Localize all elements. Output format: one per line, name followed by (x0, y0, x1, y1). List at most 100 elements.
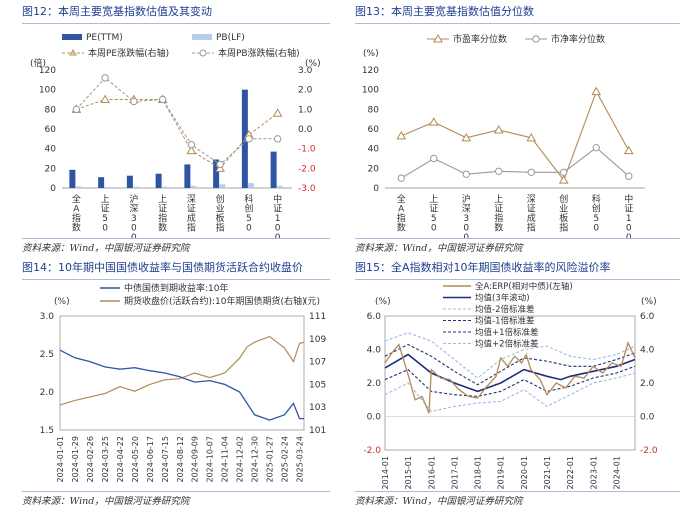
x-tick-label: 2024-09-09 (191, 436, 200, 483)
x-tick-label: 2024-05-20 (131, 436, 140, 483)
x-tick-label: 中证1000 (624, 193, 633, 238)
x-tick-label: 上证指数 (494, 194, 503, 233)
band-line (384, 343, 636, 386)
y-tick-label: 2.0 (40, 388, 55, 398)
y-tick-label: 4.0 (367, 346, 382, 356)
y-tick-label: 20 (45, 164, 57, 174)
panel-fig14: 图14：10年期中国国债收益率与国债期货活跃合约收盘价 (%) (元) 1.5 2.0… (22, 258, 330, 515)
y-axis-unit: (倍) (30, 57, 46, 69)
y2-tick-label: 2.0 (640, 379, 655, 389)
x-tick-label: 沪深 3 0 0 (129, 193, 138, 238)
panel-fig12: 图12：本周主要宽基指数估值及其变动 (倍) (%) 0 20 40 60 80 100 120… (22, 2, 330, 258)
y2-tick-label: -3.0 (298, 184, 316, 194)
pe-change-point (272, 108, 283, 117)
legend-label: 均值-2倍标准差 (475, 304, 534, 315)
x-tick-label: 2024-01-29 (71, 436, 80, 483)
y2-tick-label: 2.0 (298, 86, 313, 96)
y-tick-label: 0 (50, 184, 56, 194)
pe-percentile-point (623, 145, 634, 155)
pe-bar (270, 151, 277, 188)
x-tick-label: 2023-01 (589, 456, 598, 489)
x-tick-label: 科创 5 0 (244, 193, 253, 233)
y2-tick-label: 107 (309, 358, 326, 368)
pb-change-point (72, 105, 81, 114)
x-tick-label: 沪深 3 0 0 (462, 193, 471, 238)
pe-percentile-point (461, 132, 472, 142)
pb-change-point (158, 95, 167, 104)
y-tick-label: 0 (373, 184, 379, 194)
pe-bar (184, 164, 191, 188)
x-tick-label: 2024-03-25 (101, 436, 110, 483)
y-axis-unit: (%) (375, 297, 391, 307)
x-tick-label: 2024-12-30 (251, 436, 260, 483)
pe-change-line (76, 99, 278, 169)
x-tick-label: 深证成指 (187, 194, 196, 233)
pe-percentile-line (401, 90, 630, 182)
x-tick-label: 上证指数 (158, 194, 167, 233)
pe-bar (126, 175, 133, 188)
y2-tick-label: 0.0 (298, 125, 313, 135)
pe-change-point (186, 145, 197, 155)
pe-bar (98, 177, 105, 188)
pb-percentile-point (397, 174, 405, 182)
legend-marker-triangle (433, 33, 443, 43)
pb-bar (219, 184, 226, 188)
pb-bar (190, 185, 197, 188)
x-tick-label: 深证成指 (527, 194, 536, 233)
x-tick-label: 2024-07-15 (161, 436, 170, 483)
x-tick-label: 创业板指 (559, 193, 568, 233)
legend-marker-triangle (69, 49, 77, 56)
pb-bar (276, 185, 283, 188)
panel-title: 图13：本周主要宽基指数估值分位数 (355, 5, 534, 18)
y2-tick-label: 6.0 (640, 312, 655, 322)
y2-axis-unit: (%) (305, 59, 321, 69)
x-tick-label: 2024-01-01 (56, 436, 65, 483)
y-tick-label: 40 (45, 145, 57, 155)
x-tick-label: 2024-08-12 (176, 436, 185, 483)
x-tick-label: 2025-01-27 (266, 436, 275, 483)
pe-bar (69, 169, 76, 188)
x-tick-label: 中证1000 (273, 193, 282, 238)
pb-bar (161, 186, 168, 188)
pe-percentile-point (396, 130, 407, 140)
panel-title: 图14：10年期中国国债收益率与国债期货活跃合约收盘价 (22, 261, 303, 274)
y2-tick-label: 1.0 (298, 105, 313, 115)
y-tick-label: 2.0 (367, 379, 382, 389)
y-tick-label: -2.0 (363, 446, 381, 456)
y2-tick-label: 0.0 (640, 413, 655, 423)
x-tick-label: 2025-03-24 (296, 436, 305, 483)
rolling-mean-line (384, 353, 636, 393)
legend-swatch-pe (62, 34, 82, 40)
plot-frame (384, 315, 636, 451)
pb-percentile-point (462, 170, 470, 178)
panel-title: 图15：全A指数相对10年期国债收益率的风险溢价率 (355, 261, 611, 274)
pb-bar (247, 183, 254, 188)
y2-tick-label: -2.0 (640, 446, 658, 456)
y2-tick-label: 105 (309, 380, 326, 390)
y-tick-label: 80 (368, 105, 380, 115)
y-tick-label: 100 (39, 86, 56, 96)
pb-change-line (76, 77, 278, 166)
y-tick-label: 120 (39, 66, 56, 76)
chart-bond-yield: (%) (元) 1.5 2.0 2.5 3.0 101 103 105 107 109 111 中债国债… (40, 282, 327, 483)
x-tick-label: 2024-04-22 (116, 436, 125, 483)
panel-fig13: 图13：本周主要宽基指数估值分位数 (%) 0 20 40 60 80 100 120 市盈率分… (355, 2, 680, 258)
x-tick-label: 上证 5 0 (429, 194, 438, 233)
y2-tick-label: -2.0 (298, 164, 316, 174)
legend-label: 市净率分位数 (551, 33, 605, 45)
y-tick-label: 60 (45, 125, 57, 135)
legend-label: 本周PB涨跌幅(右轴) (218, 47, 300, 59)
chart-pe-pb: (倍) (%) 0 20 40 60 80 100 120 -3.0 -2.0 -1.0 0.0 1.0 2… (30, 33, 321, 238)
erp-line (384, 340, 636, 414)
y2-tick-label: -1.0 (298, 145, 316, 155)
pe-bar (213, 159, 220, 188)
legend-marker-circle (532, 35, 540, 43)
source-note: 资料来源：Wind，中国银河证券研究院 (355, 496, 523, 507)
y2-tick-label: 111 (309, 312, 326, 322)
x-tick-label: 2024-02-26 (86, 436, 95, 483)
x-tick-label: 2016-01 (427, 456, 436, 489)
pb-percentile-line (401, 146, 630, 179)
plot-frame (59, 315, 305, 431)
chart-erp: (%) (%) -2.0 0.0 2.0 4.0 6.0 -2.0 0.0 2.0 4.0 6.0 全A… (363, 282, 658, 489)
legend-label: 市盈率分位数 (453, 33, 507, 45)
